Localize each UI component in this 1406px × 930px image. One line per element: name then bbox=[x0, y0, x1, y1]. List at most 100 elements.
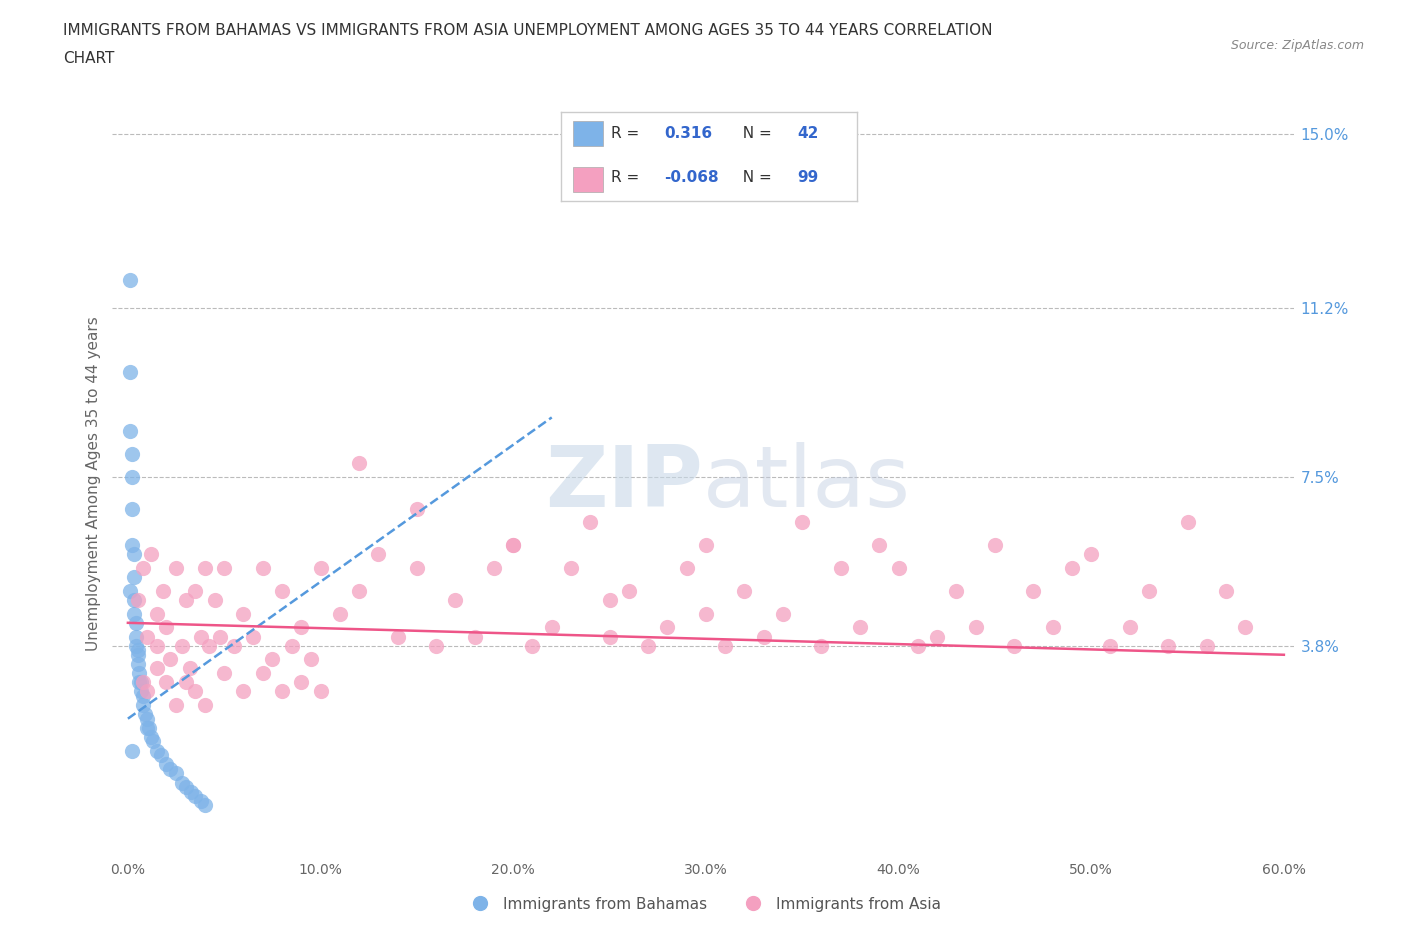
Point bbox=[180, 784, 202, 799]
Point bbox=[132, 688, 155, 703]
Point bbox=[132, 698, 155, 712]
Point bbox=[252, 666, 274, 681]
Point bbox=[204, 592, 226, 607]
Point bbox=[132, 674, 155, 689]
Point bbox=[1080, 547, 1102, 562]
Point bbox=[212, 561, 235, 576]
Point bbox=[194, 798, 217, 813]
Text: atlas: atlas bbox=[703, 442, 911, 525]
Point bbox=[309, 561, 332, 576]
Point bbox=[121, 538, 143, 552]
Point bbox=[502, 538, 524, 552]
Text: CHART: CHART bbox=[63, 51, 115, 66]
Point bbox=[367, 547, 389, 562]
Point bbox=[290, 620, 312, 635]
Point bbox=[121, 501, 143, 516]
Point bbox=[121, 446, 143, 461]
Point bbox=[714, 638, 737, 653]
Point bbox=[184, 684, 207, 698]
Point bbox=[271, 583, 294, 598]
Point bbox=[122, 570, 145, 585]
Point bbox=[165, 766, 187, 781]
Point bbox=[152, 583, 174, 598]
Point bbox=[387, 629, 409, 644]
Point bbox=[1195, 638, 1218, 653]
Point bbox=[146, 661, 169, 676]
Point bbox=[142, 734, 165, 749]
Point bbox=[262, 652, 284, 667]
Point bbox=[309, 684, 332, 698]
Point bbox=[1002, 638, 1025, 653]
Point bbox=[190, 793, 212, 808]
Point bbox=[127, 657, 149, 671]
Point bbox=[118, 424, 141, 439]
Point bbox=[139, 547, 162, 562]
Point bbox=[945, 583, 967, 598]
Point bbox=[271, 684, 294, 698]
Point bbox=[190, 629, 212, 644]
Point bbox=[174, 592, 197, 607]
Point bbox=[792, 515, 814, 530]
Point bbox=[1215, 583, 1237, 598]
Point bbox=[810, 638, 832, 653]
Point bbox=[136, 721, 159, 736]
Point bbox=[132, 561, 155, 576]
Point bbox=[209, 629, 232, 644]
Point bbox=[464, 629, 486, 644]
Point bbox=[329, 606, 352, 621]
Point bbox=[184, 789, 207, 804]
Point bbox=[194, 698, 217, 712]
Point bbox=[118, 365, 141, 379]
Point bbox=[868, 538, 890, 552]
Point bbox=[146, 743, 169, 758]
Point bbox=[657, 620, 679, 635]
Point bbox=[149, 748, 172, 763]
Point bbox=[925, 629, 948, 644]
Point bbox=[118, 583, 141, 598]
Point bbox=[122, 606, 145, 621]
Point bbox=[136, 711, 159, 726]
Point bbox=[121, 470, 143, 485]
Point bbox=[299, 652, 322, 667]
Point bbox=[1060, 561, 1083, 576]
Point bbox=[984, 538, 1007, 552]
Point bbox=[617, 583, 640, 598]
Point bbox=[1234, 620, 1257, 635]
Point bbox=[1022, 583, 1045, 598]
Text: IMMIGRANTS FROM BAHAMAS VS IMMIGRANTS FROM ASIA UNEMPLOYMENT AMONG AGES 35 TO 44: IMMIGRANTS FROM BAHAMAS VS IMMIGRANTS FR… bbox=[63, 23, 993, 38]
Point bbox=[179, 661, 201, 676]
Point bbox=[174, 674, 197, 689]
Point bbox=[194, 561, 217, 576]
Point bbox=[540, 620, 562, 635]
Point bbox=[444, 592, 467, 607]
Point bbox=[1177, 515, 1199, 530]
Point bbox=[159, 762, 181, 777]
Y-axis label: Unemployment Among Ages 35 to 44 years: Unemployment Among Ages 35 to 44 years bbox=[86, 316, 101, 651]
Point bbox=[198, 638, 221, 653]
Point bbox=[170, 775, 193, 790]
Point bbox=[121, 743, 143, 758]
Point bbox=[695, 538, 717, 552]
Point bbox=[1137, 583, 1160, 598]
Point bbox=[522, 638, 544, 653]
Point bbox=[637, 638, 659, 653]
Point bbox=[406, 501, 429, 516]
Point bbox=[165, 698, 187, 712]
Point bbox=[599, 592, 621, 607]
Point bbox=[136, 684, 159, 698]
Point bbox=[155, 757, 177, 772]
Point bbox=[675, 561, 697, 576]
Point bbox=[139, 729, 162, 744]
Point bbox=[155, 674, 177, 689]
Point bbox=[1119, 620, 1142, 635]
Point bbox=[280, 638, 302, 653]
Point bbox=[127, 647, 149, 662]
Point bbox=[599, 629, 621, 644]
Legend: Immigrants from Bahamas, Immigrants from Asia: Immigrants from Bahamas, Immigrants from… bbox=[458, 891, 948, 918]
Point bbox=[122, 592, 145, 607]
Point bbox=[1042, 620, 1064, 635]
Point bbox=[174, 779, 197, 794]
Point bbox=[118, 273, 141, 288]
Point bbox=[131, 674, 153, 689]
Point bbox=[347, 583, 370, 598]
